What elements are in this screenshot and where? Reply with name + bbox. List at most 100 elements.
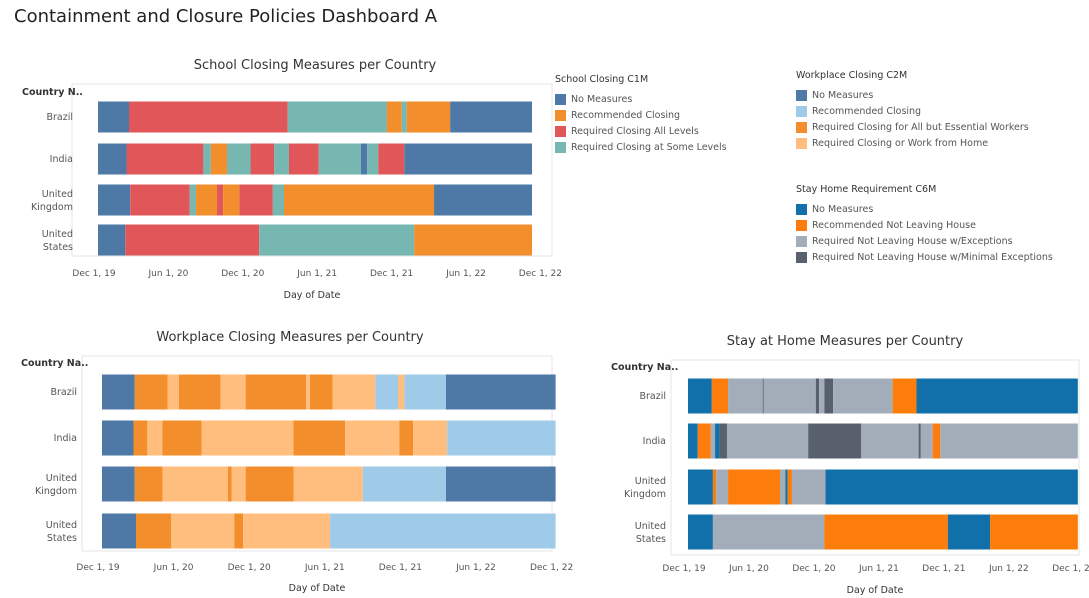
bar-segment [861, 423, 919, 459]
bar-segment [133, 420, 148, 456]
bar-segment [916, 378, 1078, 414]
category-label: United States [46, 520, 77, 544]
category-label: United Kingdom [35, 473, 77, 497]
legend-label: Required Not Leaving House w/Minimal Exc… [812, 251, 1053, 263]
legend-item[interactable]: No Measures [796, 87, 1029, 103]
legend-swatch [555, 125, 566, 137]
bar-segment [940, 423, 1078, 459]
bar-segment [147, 420, 163, 456]
legend-item[interactable]: Recommended Closing [555, 107, 727, 123]
bar-segment [293, 420, 346, 456]
legend-item[interactable]: Required Closing at Some Levels [555, 139, 727, 155]
bar-segment [234, 513, 244, 549]
x-tick-label: Dec 1, 19 [76, 563, 119, 573]
bar-segment [130, 184, 190, 216]
bar-segment [763, 378, 816, 414]
bar-segment [243, 513, 331, 549]
x-tick-label: Jun 1, 21 [304, 563, 345, 573]
legend-item[interactable]: Recommended Not Leaving House [796, 217, 1053, 233]
bar-segment [98, 224, 126, 256]
bar-segment [293, 466, 363, 502]
bar-segment [102, 466, 135, 502]
legend-item[interactable]: Required Closing All Levels [555, 123, 727, 139]
bar-segment [825, 469, 1078, 505]
bar-segment [318, 143, 361, 175]
x-tick-label: Jun 1, 22 [455, 563, 496, 573]
category-label-line: United [635, 476, 666, 487]
bar-segment [932, 423, 941, 459]
bar-segment [129, 101, 288, 133]
category-label: United Kingdom [624, 476, 666, 500]
bar-segment [990, 514, 1078, 550]
bar-segment [203, 143, 211, 175]
bar-segment [162, 466, 228, 502]
category-label: Brazil [46, 112, 73, 123]
bar-segment [688, 378, 712, 414]
bar-segment [824, 378, 834, 414]
bar-segment [697, 423, 711, 459]
category-label-line: States [43, 242, 73, 253]
category-label-line: Brazil [639, 391, 666, 402]
legend-item[interactable]: Required Closing or Work from Home [796, 135, 1029, 151]
x-tick-label: Dec 1, 19 [72, 269, 115, 279]
bar-segment [217, 184, 224, 216]
legend-item[interactable]: Required Not Leaving House w/Minimal Exc… [796, 249, 1053, 265]
bar-segment [688, 514, 713, 550]
legend-label: Required Closing at Some Levels [571, 141, 727, 153]
legend-item[interactable]: No Measures [555, 91, 727, 107]
bar-segment [134, 374, 168, 410]
bar-segment [762, 378, 764, 414]
stay-home-legend: Stay Home Requirement C6M No Measures Rec… [796, 184, 1053, 265]
legend-item[interactable]: Recommended Closing [796, 103, 1029, 119]
bar-segment [808, 423, 862, 459]
bar-segment [712, 514, 825, 550]
legend-swatch [796, 235, 807, 247]
bar-segment [398, 374, 405, 410]
bar-segment [367, 143, 379, 175]
legend-item[interactable]: No Measures [796, 201, 1053, 217]
workplace-chart-title: Workplace Closing Measures per Country [156, 330, 424, 345]
y-axis-header: Country Na.. [21, 358, 88, 369]
bar-segment [220, 374, 246, 410]
category-label-line: United [46, 520, 77, 531]
x-tick-label: Dec 1, 21 [370, 269, 413, 279]
bar-segment [250, 143, 275, 175]
legend-item[interactable]: Required Not Leaving House w/Exceptions [796, 233, 1053, 249]
category-label: United States [42, 229, 73, 253]
bar-segment [102, 374, 135, 410]
chart-frame [670, 359, 1080, 556]
category-label-line: States [47, 533, 77, 544]
bar-segment [330, 513, 556, 549]
legend-swatch [796, 219, 807, 231]
legend-item[interactable]: Required Closing for All but Essential W… [796, 119, 1029, 135]
bar-segment [259, 224, 415, 256]
category-label: Brazil [639, 391, 666, 402]
bar-segment [125, 224, 260, 256]
bar-segment [450, 101, 532, 133]
category-label: India [50, 154, 73, 165]
bar-segment [920, 423, 933, 459]
category-label-line: India [54, 433, 77, 444]
bar-segment [360, 143, 368, 175]
bar-segment [288, 143, 319, 175]
bar-segment [445, 466, 556, 502]
stayhome-chart-title: Stay at Home Measures per Country [726, 334, 964, 349]
school-legend-title: School Closing C1M [555, 74, 649, 85]
bar-segment [210, 143, 227, 175]
bar-segment [102, 513, 137, 549]
x-tick-label: Jun 1, 21 [296, 269, 337, 279]
legend-label: Required Not Leaving House w/Exceptions [812, 235, 1013, 247]
school-closing-legend: School Closing C1M No Measures Recommende… [555, 74, 727, 155]
x-tick-label: Jun 1, 22 [445, 269, 486, 279]
category-label: India [643, 436, 666, 447]
x-axis-title: Day of Date [847, 585, 904, 596]
x-tick-label: Dec 1, 22 [530, 563, 573, 573]
bar-segment [726, 423, 809, 459]
legend-swatch [555, 93, 566, 105]
bar-segment [167, 374, 179, 410]
bar-segment [98, 184, 131, 216]
bar-segment [332, 374, 376, 410]
category-label-line: Kingdom [35, 486, 77, 497]
bar-segment [239, 184, 273, 216]
